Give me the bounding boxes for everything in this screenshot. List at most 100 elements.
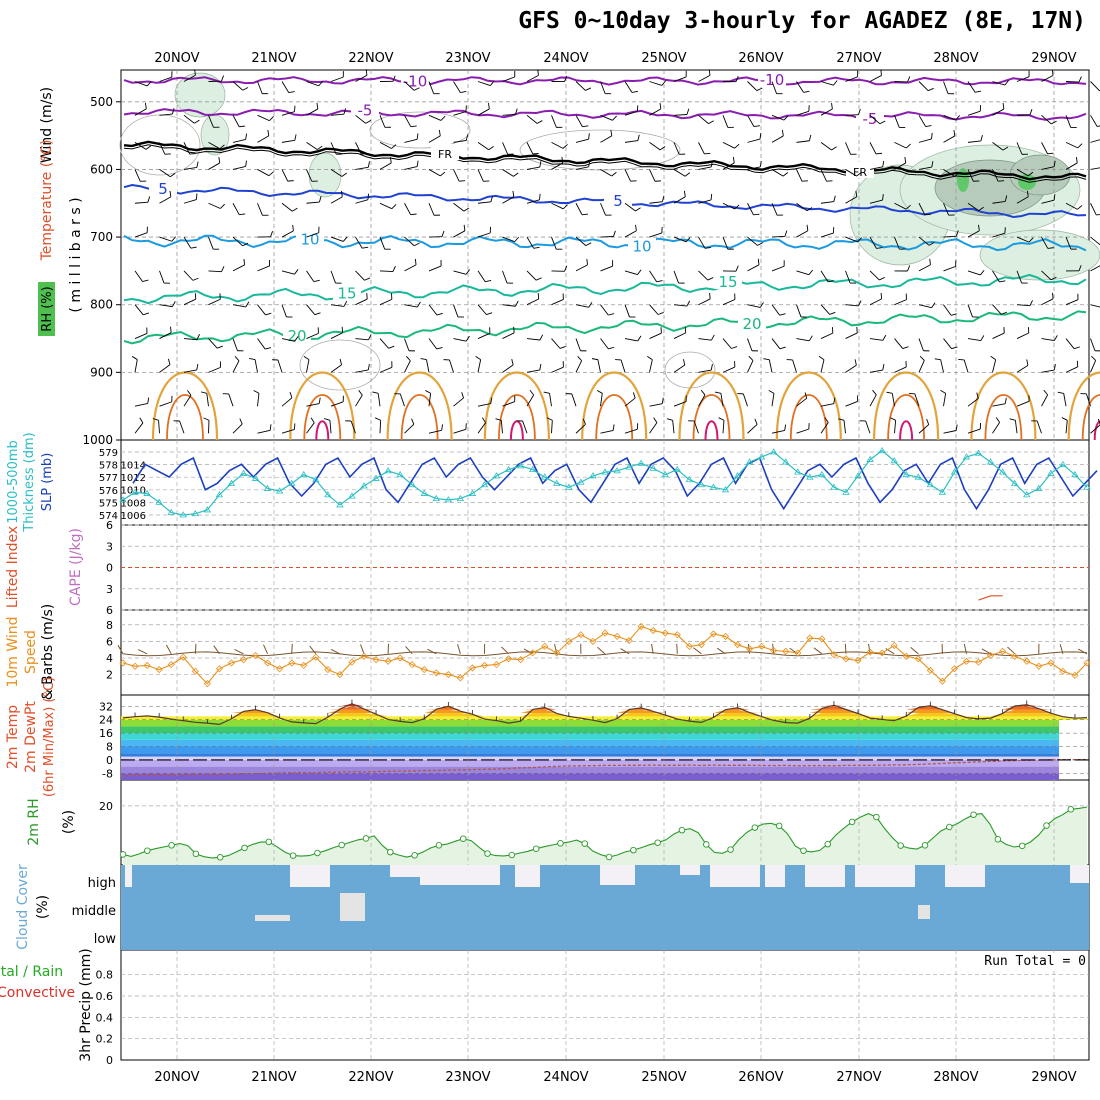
thickness-marker (733, 472, 742, 479)
warm-loop (151, 371, 219, 441)
wind-barb (428, 135, 441, 143)
wind-barb (257, 135, 269, 143)
wind-barb (649, 422, 658, 434)
wind-barb (943, 81, 949, 94)
wind10-speed-point (746, 645, 754, 653)
rh-legend-swatch (38, 282, 55, 336)
wind-barb (820, 169, 827, 182)
wind-barb (306, 81, 319, 87)
thickness-marker (914, 473, 923, 480)
wind-barb (330, 364, 342, 373)
wind-barb (918, 264, 931, 272)
wind-barb (845, 270, 851, 284)
panel-frame-prec (120, 949, 1090, 1061)
wind-barb-feather (759, 302, 764, 308)
wind-barb (159, 76, 172, 82)
wind-barb (1016, 400, 1030, 407)
thickness-marker (408, 480, 416, 488)
wind-barb (477, 169, 484, 182)
wind-barb (1016, 364, 1029, 373)
wind-barb-feather (637, 335, 642, 342)
wind-barb-feather (561, 156, 564, 164)
wind10-barb (1077, 648, 1088, 655)
wind-barb-feather (831, 146, 837, 151)
thickness-tick-label: 574 (99, 511, 118, 522)
wind-barb (1016, 169, 1029, 177)
cloud-row-label: low (94, 932, 117, 947)
wind-barb (649, 270, 658, 283)
wind-barb-feather (956, 230, 959, 237)
cloud-gap-high (855, 865, 915, 887)
wind-barb-feather (661, 397, 664, 404)
wind-barb (551, 115, 557, 128)
wind-barb (869, 166, 883, 170)
wind-barb (453, 338, 467, 342)
wind-barb-feather (532, 152, 539, 155)
ylabel-rh2m-unit: (%) (61, 810, 77, 834)
wind-barb (355, 142, 362, 155)
wind10-speed-point (1023, 657, 1031, 665)
wind-barb (1016, 76, 1030, 82)
wind-barb (134, 232, 148, 238)
thickness-marker (553, 479, 561, 486)
thickness-marker (986, 458, 995, 465)
wind-barb (1090, 265, 1100, 272)
wind-barb-feather (234, 356, 240, 362)
xtick-label-top: 26NOV (738, 51, 783, 66)
wind-barb-feather (608, 346, 615, 350)
thickness-marker (432, 494, 441, 502)
wind-barb-feather (686, 300, 691, 307)
wind-barb-feather (513, 172, 519, 177)
wind-barb-feather (221, 266, 225, 272)
wind10-speed-line (122, 625, 1088, 685)
wind-barb (624, 428, 638, 434)
wind-barb (404, 423, 415, 434)
wind-barb-feather (488, 102, 490, 110)
rh-blob (979, 229, 1100, 281)
wind-barb (281, 81, 290, 93)
wind-barb (1016, 236, 1030, 243)
wind-barb-feather (392, 75, 396, 82)
wind-barb (526, 166, 540, 170)
wind-barb-feather (170, 172, 176, 178)
wind-barb (792, 359, 797, 373)
wind10-barb (360, 644, 365, 654)
wind-barb-feather (657, 312, 664, 315)
wind-barb-feather (461, 392, 464, 399)
wind-barb (845, 76, 858, 82)
wind-barb (1090, 236, 1100, 246)
wind-barb (254, 359, 258, 373)
wind-barb-feather (976, 392, 979, 399)
wind10-barb (1007, 646, 1016, 655)
rh2m-point (873, 813, 880, 821)
wind-barb-feather (465, 269, 470, 275)
wind-barb (1063, 393, 1067, 407)
thickness-marker (866, 455, 874, 462)
thickness-marker (745, 458, 754, 465)
wind-barb (428, 81, 435, 94)
wind-barb (257, 203, 263, 216)
wind-barb (649, 81, 663, 86)
thickness-marker (348, 492, 356, 499)
wind-barb-feather (872, 389, 877, 396)
wind-barb-feather (292, 224, 294, 231)
temp-band (121, 733, 1059, 740)
wind-barb (502, 270, 508, 284)
wind-barb-feather (515, 108, 518, 115)
cloud-gap-high (710, 865, 760, 887)
wind-barb (845, 114, 859, 116)
wind-barb (522, 420, 528, 434)
wind-barb (281, 230, 294, 238)
wind-barb (183, 394, 192, 407)
wind-barb (206, 393, 209, 407)
temp-tick-label: 24 (99, 714, 113, 727)
wind-barb (404, 203, 412, 215)
wind-barb (477, 332, 491, 339)
rh2m-point (289, 852, 297, 859)
thickness-marker (119, 496, 127, 503)
wind-barb-feather (392, 265, 396, 272)
thickness-marker (998, 468, 1007, 475)
wind-barb (992, 332, 1005, 339)
wind10-speed-point (818, 635, 826, 643)
wind-barb-feather (1004, 397, 1007, 404)
